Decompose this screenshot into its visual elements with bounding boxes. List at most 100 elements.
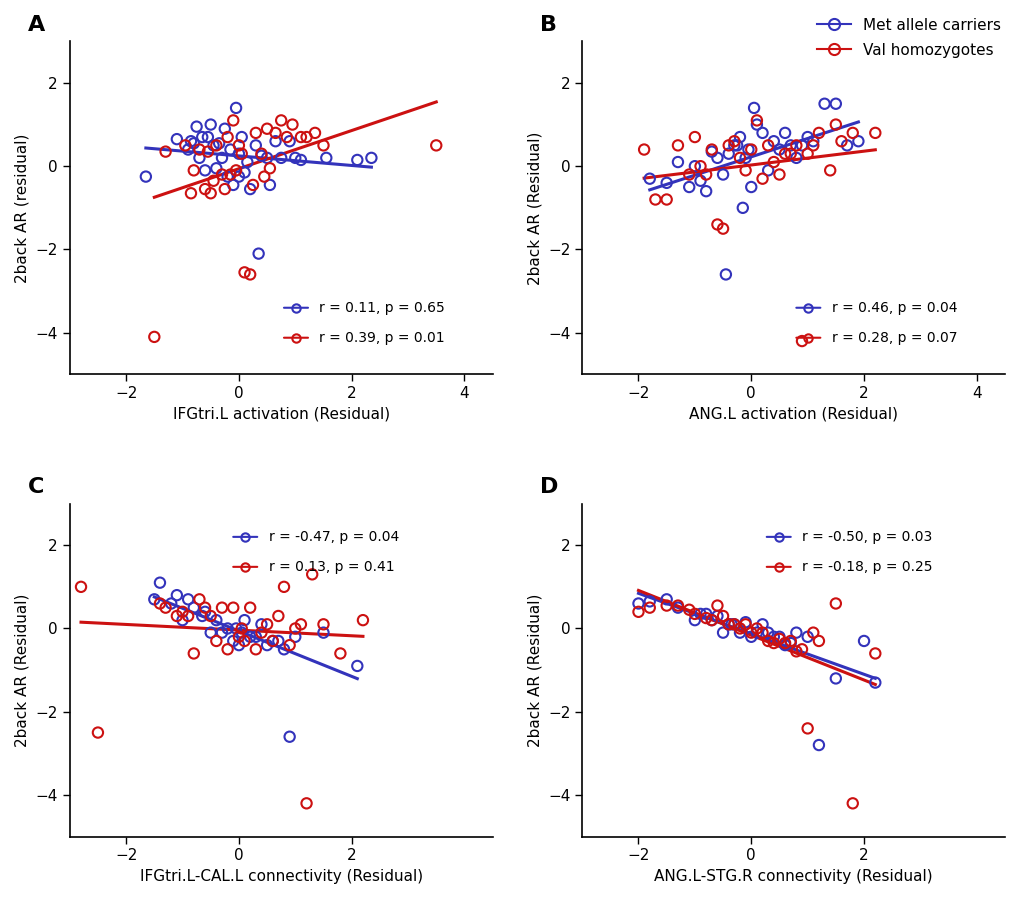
Point [844, 797, 860, 811]
Point [230, 169, 247, 183]
Point [230, 629, 247, 644]
Point [719, 147, 736, 161]
Point [681, 602, 697, 617]
Point [770, 632, 787, 646]
Point [743, 180, 759, 194]
Point [219, 621, 235, 636]
Point [203, 118, 219, 132]
Point [719, 617, 736, 631]
Point [793, 334, 809, 348]
Point [782, 634, 798, 648]
Point [248, 138, 264, 153]
Point [179, 142, 196, 156]
Point [270, 634, 286, 648]
Point [304, 567, 320, 582]
Point [719, 617, 736, 631]
Point [703, 613, 719, 628]
Point [146, 330, 162, 344]
Point [681, 167, 697, 182]
Point [208, 161, 224, 175]
Point [810, 634, 826, 648]
Point [239, 155, 256, 169]
Point [850, 134, 866, 148]
Point [275, 580, 291, 594]
Point [185, 136, 202, 150]
Text: A: A [28, 14, 45, 35]
Point [90, 725, 106, 740]
Text: r = -0.47, p = 0.04: r = -0.47, p = 0.04 [268, 530, 398, 544]
Point [203, 186, 219, 200]
Point [245, 178, 261, 192]
Point [799, 147, 815, 161]
Point [253, 147, 269, 161]
Point [782, 138, 798, 153]
Point [804, 138, 820, 153]
Point [740, 142, 756, 156]
Point [708, 218, 725, 232]
Point [658, 175, 675, 190]
Point [866, 126, 882, 140]
Point [714, 167, 731, 182]
Point [197, 605, 213, 619]
Point [182, 134, 199, 148]
Point [248, 642, 264, 656]
Point [641, 601, 657, 615]
Point [292, 617, 309, 631]
Point [647, 192, 663, 207]
Point [197, 182, 213, 196]
Text: C: C [28, 476, 44, 497]
Y-axis label: 2back AR (residual): 2back AR (residual) [15, 133, 30, 282]
X-axis label: ANG.L activation (Residual): ANG.L activation (Residual) [689, 406, 897, 422]
Point [208, 613, 224, 628]
Y-axis label: 2back AR (Residual): 2back AR (Residual) [527, 131, 542, 284]
Point [722, 617, 739, 631]
Point [248, 629, 264, 644]
Legend: Met allele carriers, Val homozygotes: Met allele carriers, Val homozygotes [810, 12, 1007, 64]
Point [192, 592, 208, 607]
Point [703, 142, 719, 156]
Y-axis label: 2back AR (Residual): 2back AR (Residual) [15, 593, 30, 747]
Text: r = -0.18, p = 0.25: r = -0.18, p = 0.25 [801, 560, 931, 574]
Text: B: B [539, 14, 556, 35]
Point [737, 615, 753, 629]
Point [692, 174, 708, 188]
Point [754, 626, 770, 640]
Point [708, 151, 725, 165]
Point [203, 609, 219, 623]
Point [194, 609, 210, 623]
Point [726, 617, 742, 631]
Point [242, 601, 258, 615]
Point [731, 621, 747, 636]
Point [138, 169, 154, 183]
Point [194, 129, 210, 144]
Point [804, 626, 820, 640]
Point [248, 126, 264, 140]
Point [776, 126, 793, 140]
Point [669, 138, 686, 153]
Point [236, 634, 253, 648]
Point [264, 634, 280, 648]
Point [315, 617, 331, 631]
Point [286, 621, 303, 636]
Point [259, 617, 275, 631]
Point [214, 626, 230, 640]
X-axis label: ANG.L-STG.R connectivity (Residual): ANG.L-STG.R connectivity (Residual) [653, 869, 932, 884]
Point [205, 138, 221, 153]
Point [782, 147, 798, 161]
Point [770, 167, 787, 182]
Point [635, 142, 651, 156]
Text: r = 0.28, p = 0.07: r = 0.28, p = 0.07 [830, 331, 956, 344]
Point [286, 629, 303, 644]
Point [782, 636, 798, 650]
Point [815, 96, 832, 111]
Point [748, 626, 764, 640]
Point [717, 267, 734, 281]
Y-axis label: 2back AR (Residual): 2back AR (Residual) [527, 593, 542, 747]
Point [658, 599, 675, 613]
Point [281, 134, 298, 148]
Point [189, 120, 205, 134]
Point [692, 607, 708, 621]
Point [759, 138, 775, 153]
Point [259, 151, 275, 165]
Point [731, 151, 747, 165]
